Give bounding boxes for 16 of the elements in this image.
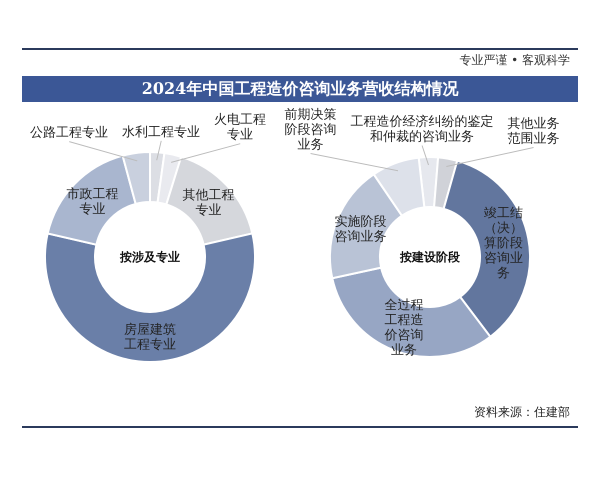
slice-label: 市政工程专业 (66, 186, 118, 217)
slice-label: 公路工程专业 (30, 125, 108, 140)
text: 资料来源：住建部 (474, 404, 570, 421)
text: 按涉及专业 (119, 250, 180, 264)
slice-label: 火电工程专业 (214, 112, 266, 142)
slice-label: 水利工程专业 (122, 124, 200, 140)
text: 2024年中国工程造价咨询业务营收结构情况 (22, 76, 578, 102)
text: 按建设阶段 (399, 250, 461, 264)
slice-label: 其他工程专业 (182, 188, 235, 218)
slice-label: 前期决策阶段咨询业务 (284, 106, 337, 152)
slice-label: 实施阶段咨询业务 (334, 214, 386, 244)
slice-label: 工程造价经济纠纷的鉴定和仲裁的咨询业务 (350, 114, 494, 144)
text: 专业严谨 • 客观科学 (459, 52, 570, 69)
slice-label: 其他业务范围业务 (508, 116, 560, 146)
slice-label: 全过程工程造价咨询业务 (383, 297, 424, 358)
slice-label: 房屋建筑工程专业 (124, 321, 176, 352)
